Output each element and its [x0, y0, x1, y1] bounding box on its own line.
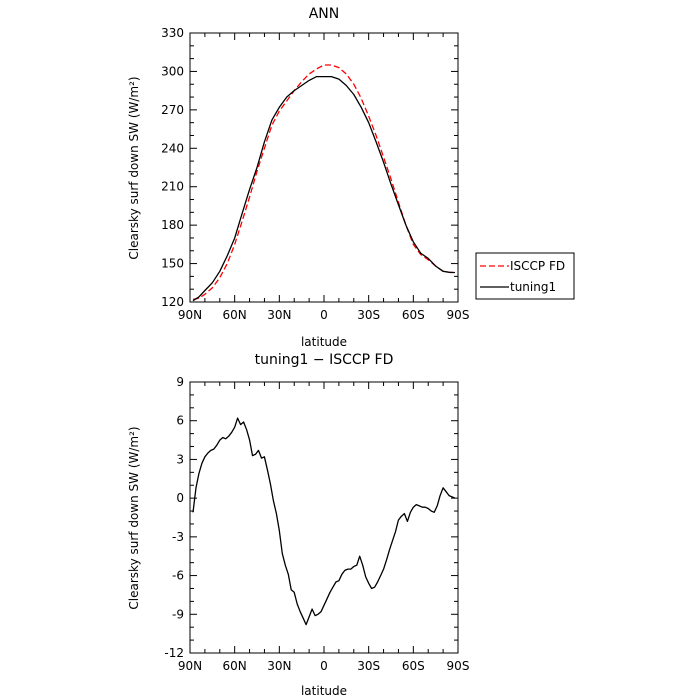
y-tick-label: 3: [176, 452, 184, 466]
y-tick-label: -12: [164, 646, 184, 660]
y-tick-label: 120: [161, 295, 184, 309]
y-tick-label: 210: [161, 180, 184, 194]
y-tick-label: 6: [176, 414, 184, 428]
series-line-series-0: [192, 417, 456, 626]
y-axis-label: Clearsky surf down SW (W/m²): [127, 426, 141, 609]
chart-title: ANN: [309, 6, 340, 22]
x-tick-label: 90N: [178, 308, 202, 322]
y-tick-label: -3: [172, 530, 184, 544]
y-tick-label: 270: [161, 103, 184, 117]
y-tick-label: 300: [161, 64, 184, 78]
x-tick-label: 30N: [267, 659, 291, 673]
axes: 90N 60N 30N 0 30S 60S 90S 9 6 3 0 -3 -6 -9 -12: [164, 375, 469, 673]
chart-title: tuning1 − ISCCP FD: [255, 352, 394, 368]
x-tick-label: 60S: [402, 308, 425, 322]
plot-lines: [192, 417, 456, 626]
legend-box: [475, 252, 575, 300]
x-tick-label: 0: [320, 659, 328, 673]
chart-difference: tuning1 − ISCCP FD latitude Clearsky sur…: [127, 352, 469, 698]
y-tick-label: -6: [172, 569, 184, 583]
plot-frame: [189, 32, 459, 303]
legend-label-tuning1: tuning1: [510, 280, 556, 294]
x-tick-label: 90S: [447, 308, 470, 322]
plot-lines: [192, 64, 456, 302]
y-tick-label: -9: [172, 607, 184, 621]
x-axis-label: latitude: [301, 335, 347, 349]
x-tick-label: 90S: [447, 659, 470, 673]
x-tick-label: 0: [320, 308, 328, 322]
series-line-isccp-fd: [192, 64, 456, 301]
y-axis-label: Clearsky surf down SW (W/m²): [127, 76, 141, 259]
axes: 90N 60N 30N 0 30S 60S 90S 330 300 270 240 210 180 150…: [161, 26, 469, 322]
y-tick-label: 9: [176, 375, 184, 389]
series-line-tuning1: [192, 75, 455, 302]
x-tick-label: 30S: [357, 308, 380, 322]
x-tick-label: 60S: [402, 659, 425, 673]
chart-ann: ANN latitude Clearsky surf down SW (W/m²…: [127, 6, 469, 349]
legend-label-isccp: ISCCP FD: [510, 259, 565, 273]
x-axis-label: latitude: [301, 684, 347, 698]
x-tick-label: 30S: [357, 659, 380, 673]
x-tick-label: 90N: [178, 659, 202, 673]
y-tick-label: 150: [161, 257, 184, 271]
y-tick-label: 240: [161, 141, 184, 155]
x-tick-label: 60N: [223, 659, 247, 673]
x-tick-label: 60N: [223, 308, 247, 322]
legend: ISCCP FD tuning1: [475, 252, 575, 300]
x-tick-label: 30N: [267, 308, 291, 322]
y-tick-label: 0: [176, 491, 184, 505]
plot-frame: [189, 381, 459, 654]
y-tick-label: 180: [161, 218, 184, 232]
y-tick-label: 330: [161, 26, 184, 40]
